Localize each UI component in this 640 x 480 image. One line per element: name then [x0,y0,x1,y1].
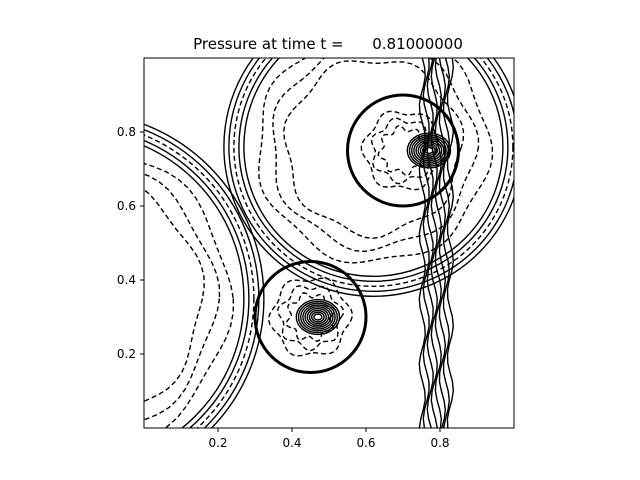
vertical-band-contour [438,58,447,428]
vertical-band-contour [446,58,455,428]
wave-front-contour [144,123,265,428]
negative-contour [268,277,353,357]
y-tick-label: 0.4 [117,273,136,287]
contour-lines [144,58,514,428]
wave-front-contour [144,128,260,428]
wave-front-contour [233,58,514,287]
dense-contour [313,313,323,321]
y-tick-label: 0.8 [117,125,136,139]
negative-contour [360,110,446,191]
negative-contour [283,60,465,240]
x-tick-label: 0.2 [208,436,227,450]
vertical-band-contour [418,58,426,428]
dense-contour [295,298,341,336]
dense-contour [304,306,332,328]
dense-contour [302,304,334,330]
x-tick-label: 0.8 [430,436,449,450]
wave-front-contour [144,134,255,428]
dense-contour [419,143,438,158]
negative-contour [377,124,429,177]
wave-front-contour [238,58,509,282]
wave-front-contour [223,58,514,297]
wave-front-contour [228,58,514,292]
vertical-band-contour [426,58,434,428]
y-tick-label: 0.6 [117,199,136,213]
wave-front-contour [144,145,245,428]
negative-contour [144,162,234,428]
chart-title: Pressure at time t = 0.81000000 [193,35,463,53]
negative-contour [277,285,345,352]
x-tick-label: 0.6 [356,436,375,450]
vertical-band-contour [442,58,451,428]
dense-contour [421,144,436,156]
vertical-band-contour [434,58,443,428]
y-tick-label: 0.2 [117,347,136,361]
dense-contour [297,300,338,334]
x-tick-label: 0.4 [282,436,301,450]
y-axis-ticks: 0.2 0.4 0.6 0.8 [117,125,144,361]
vertical-band-contour [422,58,430,428]
negative-contour [370,117,437,185]
dense-contour [306,307,330,327]
wave-front-contour [243,58,504,277]
negative-contour [144,173,221,421]
dense-contour [310,311,325,323]
thick-circle-contour [253,260,368,374]
vertical-band-contour [430,58,438,428]
thick-circle-contour [346,93,460,208]
dense-contour [299,302,336,332]
x-axis-ticks: 0.2 0.4 0.6 0.8 [208,428,450,450]
dense-contour [308,309,327,325]
negative-contour [285,292,336,342]
wave-front-contour [144,139,250,428]
plot-frame [143,57,515,429]
